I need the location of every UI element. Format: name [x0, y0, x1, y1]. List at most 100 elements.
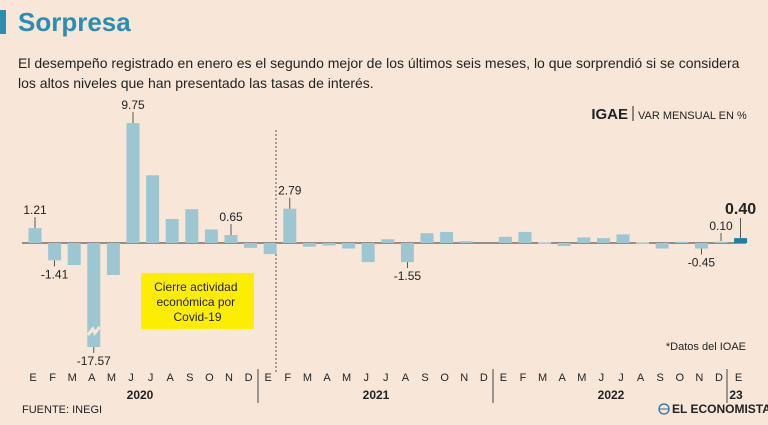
year-label-2022: 2022: [598, 388, 625, 402]
month-tick-28: M: [577, 372, 586, 384]
bar-series: [28, 123, 748, 347]
bar-31: [636, 242, 650, 244]
month-tick-32: S: [657, 372, 664, 384]
data-label-34: -0.45: [688, 256, 716, 270]
month-tick-14: M: [303, 372, 312, 384]
data-labels: 1.21 -1.41 -17.57 9.75 0.65 2.79 -1.55 -0.45 0.1…: [23, 98, 756, 368]
bar-28: [577, 237, 591, 243]
month-tick-35: D: [715, 372, 723, 384]
month-tick-15: A: [323, 372, 331, 384]
annotation-line-3: Covid-19: [173, 310, 221, 324]
page-subtitle: El desempeño registrado en enero es el s…: [18, 55, 740, 91]
year-label-2023: 23: [729, 388, 743, 402]
bar-11: [244, 243, 258, 248]
month-tick-0: E: [29, 372, 36, 384]
month-tick-33: O: [676, 372, 685, 384]
month-tick-24: E: [500, 372, 507, 384]
month-tick-34: N: [695, 372, 703, 384]
annotation-line-2: económica por: [156, 295, 235, 309]
month-tick-29: J: [599, 372, 605, 384]
annotation-text: Cierre actividad económica por Covid-19: [154, 280, 241, 324]
bar-26: [538, 242, 552, 244]
data-label-0: 1.21: [23, 203, 47, 217]
chart-unit-label: VAR MENSUAL EN %: [638, 110, 747, 122]
bar-13: [283, 208, 297, 243]
month-tick-10: N: [225, 372, 233, 384]
month-tick-17: J: [363, 372, 369, 384]
bar-1: [48, 243, 62, 261]
bar-2: [67, 243, 81, 266]
data-label-3: -17.57: [77, 354, 111, 368]
bar-0: [28, 228, 42, 243]
month-tick-2: M: [68, 372, 77, 384]
month-tick-6: J: [148, 372, 154, 384]
bar-20: [420, 233, 434, 243]
publisher-name: EL ECONOMISTA: [672, 402, 768, 416]
bar-29: [596, 238, 610, 243]
bar-9: [204, 229, 218, 243]
data-label-10: 0.65: [219, 210, 243, 224]
month-tick-19: A: [402, 372, 410, 384]
data-label-36: 0.40: [725, 201, 756, 218]
month-tick-23: D: [480, 372, 488, 384]
month-tick-8: S: [186, 372, 193, 384]
bar-24: [498, 236, 512, 243]
bar-22: [459, 241, 473, 243]
month-tick-22: N: [460, 372, 468, 384]
month-tick-18: J: [383, 372, 389, 384]
bar-8: [185, 209, 199, 243]
data-label-35: 0.10: [709, 219, 733, 233]
page-title: Sorpresa: [18, 7, 131, 37]
bar-18: [381, 239, 395, 243]
bar-35: [714, 241, 728, 243]
month-tick-12: E: [265, 372, 272, 384]
bar-30: [616, 234, 630, 243]
month-tick-36: E: [735, 372, 742, 384]
month-tick-9: O: [205, 372, 214, 384]
bar-27: [557, 243, 571, 247]
publisher-logo: EL ECONOMISTA: [658, 402, 768, 416]
bar-4: [106, 243, 120, 275]
bar-10: [224, 235, 238, 243]
bar-15: [322, 243, 336, 246]
bar-12: [263, 243, 277, 255]
month-tick-3: A: [88, 372, 96, 384]
month-tick-13: F: [284, 372, 291, 384]
bar-36: [734, 238, 748, 243]
bar-21: [440, 231, 454, 243]
year-label-2020: 2020: [127, 388, 154, 402]
bar-5: [126, 123, 140, 243]
month-tick-5: J: [128, 372, 134, 384]
month-tick-4: M: [107, 372, 116, 384]
chart-series-label: IGAE: [591, 106, 628, 123]
bar-19: [400, 243, 414, 263]
bar-25: [518, 231, 532, 243]
month-tick-20: S: [421, 372, 428, 384]
data-label-5: 9.75: [121, 98, 145, 112]
data-label-13: 2.79: [278, 184, 302, 198]
bar-32: [655, 243, 669, 249]
title-accent-bar: [0, 10, 6, 34]
bar-33: [675, 241, 689, 243]
bar-14: [302, 243, 316, 247]
month-tick-7: A: [167, 372, 175, 384]
bar-16: [342, 243, 356, 249]
bar-3: [87, 243, 101, 347]
month-tick-31: A: [637, 372, 645, 384]
data-label-19: -1.55: [394, 269, 422, 283]
source-label: FUENTE: INEGI: [22, 404, 102, 416]
axis-break-marker: [86, 326, 101, 336]
month-tick-30: J: [618, 372, 624, 384]
annotation-box: [141, 273, 254, 329]
month-tick-26: M: [538, 372, 547, 384]
month-tick-16: M: [342, 372, 351, 384]
bar-34: [694, 243, 708, 249]
month-tick-11: D: [245, 372, 253, 384]
data-label-1: -1.41: [41, 267, 69, 281]
year-label-2021: 2021: [363, 388, 390, 402]
bar-17: [361, 243, 375, 263]
month-tick-27: A: [559, 372, 567, 384]
bar-7: [165, 219, 179, 243]
